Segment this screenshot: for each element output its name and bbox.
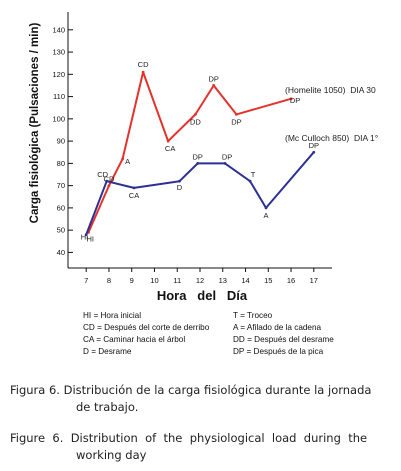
point-label: CD xyxy=(97,170,108,179)
y-tick-label: 100 xyxy=(52,114,65,123)
y-tick-label: 80 xyxy=(57,159,65,168)
legend-entry: T = Troceo xyxy=(233,311,273,320)
data-point xyxy=(235,113,238,116)
data-point xyxy=(212,84,216,87)
data-point xyxy=(84,233,88,237)
y-tick-label: 110 xyxy=(53,92,65,101)
caption-line: de trabajo. xyxy=(76,400,139,414)
abbreviation-legend: HI = Hora inicial T = Troceo CD = Despué… xyxy=(83,310,383,358)
data-point xyxy=(105,179,109,183)
figure-caption-english: Figure 6. Distribution of the physiologi… xyxy=(10,430,395,464)
x-tick-label: 14 xyxy=(241,276,249,285)
point-label: DP xyxy=(309,141,319,150)
legend-row: CA = Caminar hacia el árbol DD = Después… xyxy=(83,334,383,346)
y-tick-label: 90 xyxy=(57,137,65,146)
legend-entry: HI = Hora inicial xyxy=(83,311,142,320)
series-name-label: (Homelite 1050) DIA 30 xyxy=(285,85,376,95)
point-label: DP xyxy=(193,152,203,161)
legend-entry: CD = Después del corte de derribo xyxy=(83,323,210,332)
legend-entry: A = Afilado de la cadena xyxy=(233,323,322,332)
data-point xyxy=(178,179,181,183)
series-name-label: (Mc Culloch 850) DIA 1° xyxy=(285,133,378,143)
series-line xyxy=(87,71,292,233)
data-point xyxy=(141,70,145,74)
legend-entry: DP = Después de la pica xyxy=(233,347,324,356)
point-label: CA xyxy=(129,191,139,200)
point-label: DD xyxy=(190,117,201,126)
y-axis-label: Carga fisiológica (Pulsaciones / min) xyxy=(29,23,41,224)
caption-line: Figure 6. Distribution of the physiologi… xyxy=(10,431,368,445)
legend-row: CD = Después del corte de derribo A = Af… xyxy=(83,322,383,334)
caption-line: working day xyxy=(76,448,147,462)
legend-entry: DD = Después del desrame xyxy=(233,335,334,344)
point-label: T xyxy=(251,170,256,179)
data-point xyxy=(166,139,170,143)
x-axis-label: Hora del Día xyxy=(157,288,248,303)
x-tick-label: 17 xyxy=(310,276,318,285)
point-label: A xyxy=(263,211,268,220)
x-tick-label: 10 xyxy=(150,276,158,285)
caption-line: Figura 6. Distribución de la carga fisio… xyxy=(10,383,372,397)
data-point xyxy=(289,97,293,101)
y-tick-label: 120 xyxy=(52,70,65,79)
y-tick-label: 70 xyxy=(57,181,65,190)
point-label: DP xyxy=(208,74,218,83)
x-tick-label: 13 xyxy=(219,276,227,285)
x-tick-label: 7 xyxy=(84,276,88,285)
y-tick-label: 60 xyxy=(57,203,65,212)
point-label: DP xyxy=(231,117,241,126)
point-label: CA xyxy=(165,144,175,153)
data-point xyxy=(194,113,197,116)
point-label: HI xyxy=(81,232,89,241)
x-tick-label: 16 xyxy=(287,276,295,285)
data-point xyxy=(264,206,268,210)
legend-row: D = Desrame DP = Después de la pica xyxy=(83,346,383,358)
y-tick-label: 40 xyxy=(57,248,65,257)
x-tick-label: 12 xyxy=(196,276,204,285)
point-label: CD xyxy=(104,175,115,184)
data-point xyxy=(121,157,125,161)
x-tick-label: 9 xyxy=(130,276,134,285)
x-tick-label: 15 xyxy=(264,276,272,285)
data-point xyxy=(132,186,136,190)
point-label: DP xyxy=(290,96,300,105)
data-point xyxy=(223,161,227,165)
x-tick-label: 8 xyxy=(107,276,111,285)
y-tick-label: 130 xyxy=(52,48,65,57)
chart-axes: 40 50 60 70 80 90 100 110 120 130 140 7 8 9 10 11 12 13 14… xyxy=(52,12,332,285)
data-point xyxy=(196,161,200,165)
point-label: D xyxy=(177,183,183,192)
legend-row: HI = Hora inicial T = Troceo xyxy=(83,310,383,322)
data-point xyxy=(312,150,316,154)
point-label: DP xyxy=(222,152,232,161)
figure-caption-spanish: Figura 6. Distribución de la carga fisio… xyxy=(10,382,395,416)
y-tick-label: 140 xyxy=(52,25,65,34)
x-tick-label: 11 xyxy=(173,276,181,285)
legend-entry: CA = Caminar hacia el árbol xyxy=(83,335,186,344)
point-label: HI xyxy=(86,235,94,244)
y-tick-label: 50 xyxy=(57,226,65,235)
data-point xyxy=(107,184,111,188)
chart-svg: 40 50 60 70 80 90 100 110 120 130 140 7 8 9 10 11 12 13 14… xyxy=(29,12,378,303)
point-label: A xyxy=(125,157,130,166)
legend-entry: D = Desrame xyxy=(83,347,132,356)
point-label: CD xyxy=(138,60,149,69)
data-point xyxy=(248,179,252,183)
